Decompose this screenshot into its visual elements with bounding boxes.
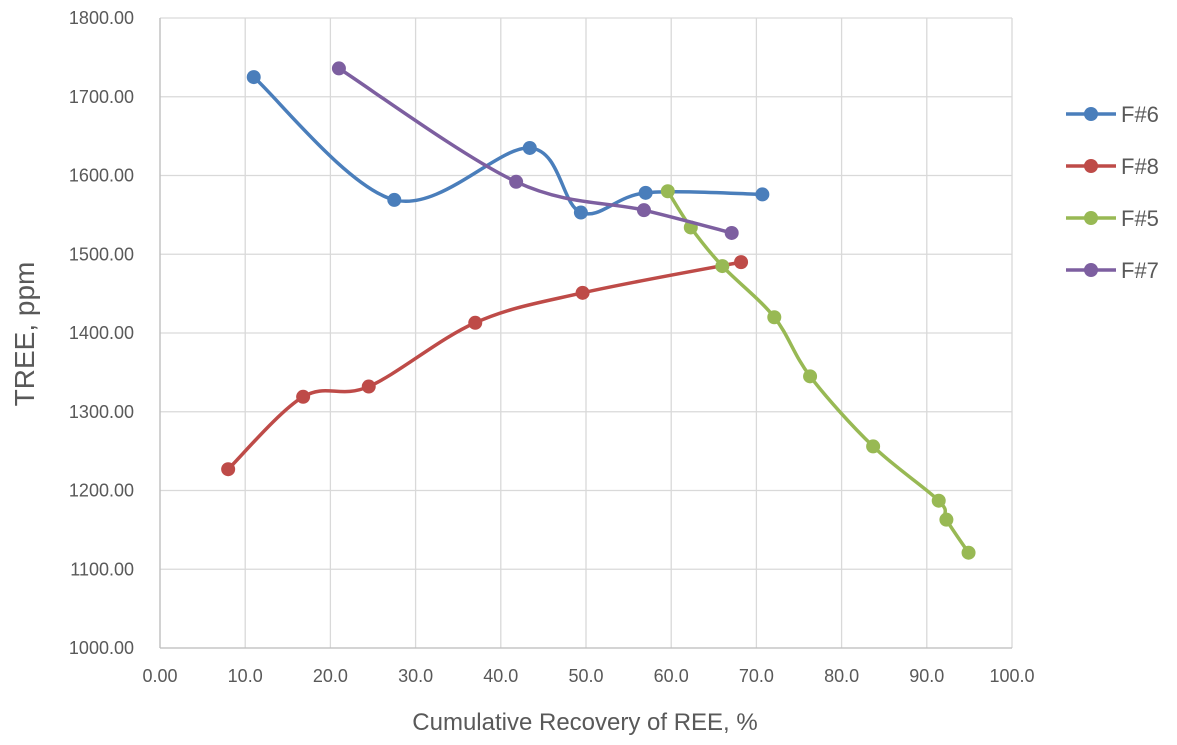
y-tick-label: 1200.00 bbox=[69, 481, 134, 501]
data-point bbox=[755, 187, 770, 202]
series-F#6 bbox=[246, 70, 770, 220]
data-point bbox=[866, 439, 881, 454]
x-tick-label: 80.0 bbox=[824, 666, 859, 686]
series-line bbox=[337, 66, 734, 235]
tick-labels: 0.00 10.0 20.0 30.0 40.0 50.0 60.0 70.0 80.0 90.0… bbox=[69, 8, 1035, 686]
axis-frame bbox=[159, 18, 1012, 649]
legend-label: F#7 bbox=[1121, 258, 1159, 283]
series-line bbox=[226, 260, 743, 471]
legend-item: F#7 bbox=[1066, 258, 1159, 283]
y-tick-label: 1500.00 bbox=[69, 244, 134, 264]
legend-marker bbox=[1084, 263, 1098, 277]
series-F#7 bbox=[331, 61, 739, 240]
data-point bbox=[387, 192, 402, 207]
data-point bbox=[939, 512, 954, 527]
x-tick-label: 10.0 bbox=[228, 666, 263, 686]
y-tick-label: 1300.00 bbox=[69, 402, 134, 422]
data-point bbox=[724, 225, 739, 240]
data-point bbox=[468, 315, 483, 330]
data-point bbox=[575, 285, 590, 300]
legend-item: F#8 bbox=[1066, 154, 1159, 179]
y-tick-label: 1600.00 bbox=[69, 166, 134, 186]
series-line bbox=[666, 189, 971, 555]
chart-legend: F#6 F#8 F#5 F#7 bbox=[1066, 102, 1159, 283]
data-point bbox=[509, 174, 524, 189]
data-point bbox=[734, 255, 749, 270]
data-point bbox=[331, 61, 346, 76]
data-point bbox=[296, 389, 311, 404]
data-point bbox=[221, 462, 236, 477]
data-point bbox=[246, 70, 261, 85]
data-point bbox=[636, 203, 651, 218]
data-point bbox=[715, 259, 730, 274]
legend-label: F#6 bbox=[1121, 102, 1159, 127]
x-tick-label: 70.0 bbox=[739, 666, 774, 686]
x-tick-label: 50.0 bbox=[568, 666, 603, 686]
data-point bbox=[522, 140, 537, 155]
data-point bbox=[361, 379, 376, 394]
series-F#5 bbox=[660, 184, 976, 560]
y-tick-label: 1000.00 bbox=[69, 638, 134, 658]
series-F#8 bbox=[221, 255, 749, 477]
x-axis-title: Cumulative Recovery of REE, % bbox=[412, 709, 757, 736]
x-tick-label: 20.0 bbox=[313, 666, 348, 686]
data-point bbox=[961, 545, 976, 560]
legend-marker bbox=[1084, 159, 1098, 173]
y-tick-label: 1700.00 bbox=[69, 87, 134, 107]
data-point bbox=[638, 185, 653, 200]
x-tick-label: 90.0 bbox=[909, 666, 944, 686]
x-tick-label: 100.0 bbox=[989, 666, 1034, 686]
y-tick-label: 1100.00 bbox=[70, 559, 134, 579]
x-tick-label: 0.00 bbox=[142, 666, 177, 686]
legend-label: F#8 bbox=[1121, 154, 1159, 179]
x-tick-label: 30.0 bbox=[398, 666, 433, 686]
y-tick-label: 1800.00 bbox=[69, 8, 134, 28]
y-tick-label: 1400.00 bbox=[69, 323, 134, 343]
x-tick-label: 60.0 bbox=[654, 666, 689, 686]
data-point bbox=[803, 369, 818, 384]
data-point bbox=[573, 205, 588, 220]
data-point bbox=[931, 493, 946, 508]
legend-item: F#5 bbox=[1066, 206, 1159, 231]
data-point bbox=[767, 310, 782, 325]
legend-marker bbox=[1084, 107, 1098, 121]
legend-label: F#5 bbox=[1121, 206, 1159, 231]
data-point bbox=[660, 184, 675, 199]
legend-marker bbox=[1084, 211, 1098, 225]
legend-item: F#6 bbox=[1066, 102, 1159, 127]
x-tick-label: 40.0 bbox=[483, 666, 518, 686]
plot-series bbox=[221, 61, 976, 560]
y-axis-title: TREE, ppm bbox=[9, 262, 40, 407]
